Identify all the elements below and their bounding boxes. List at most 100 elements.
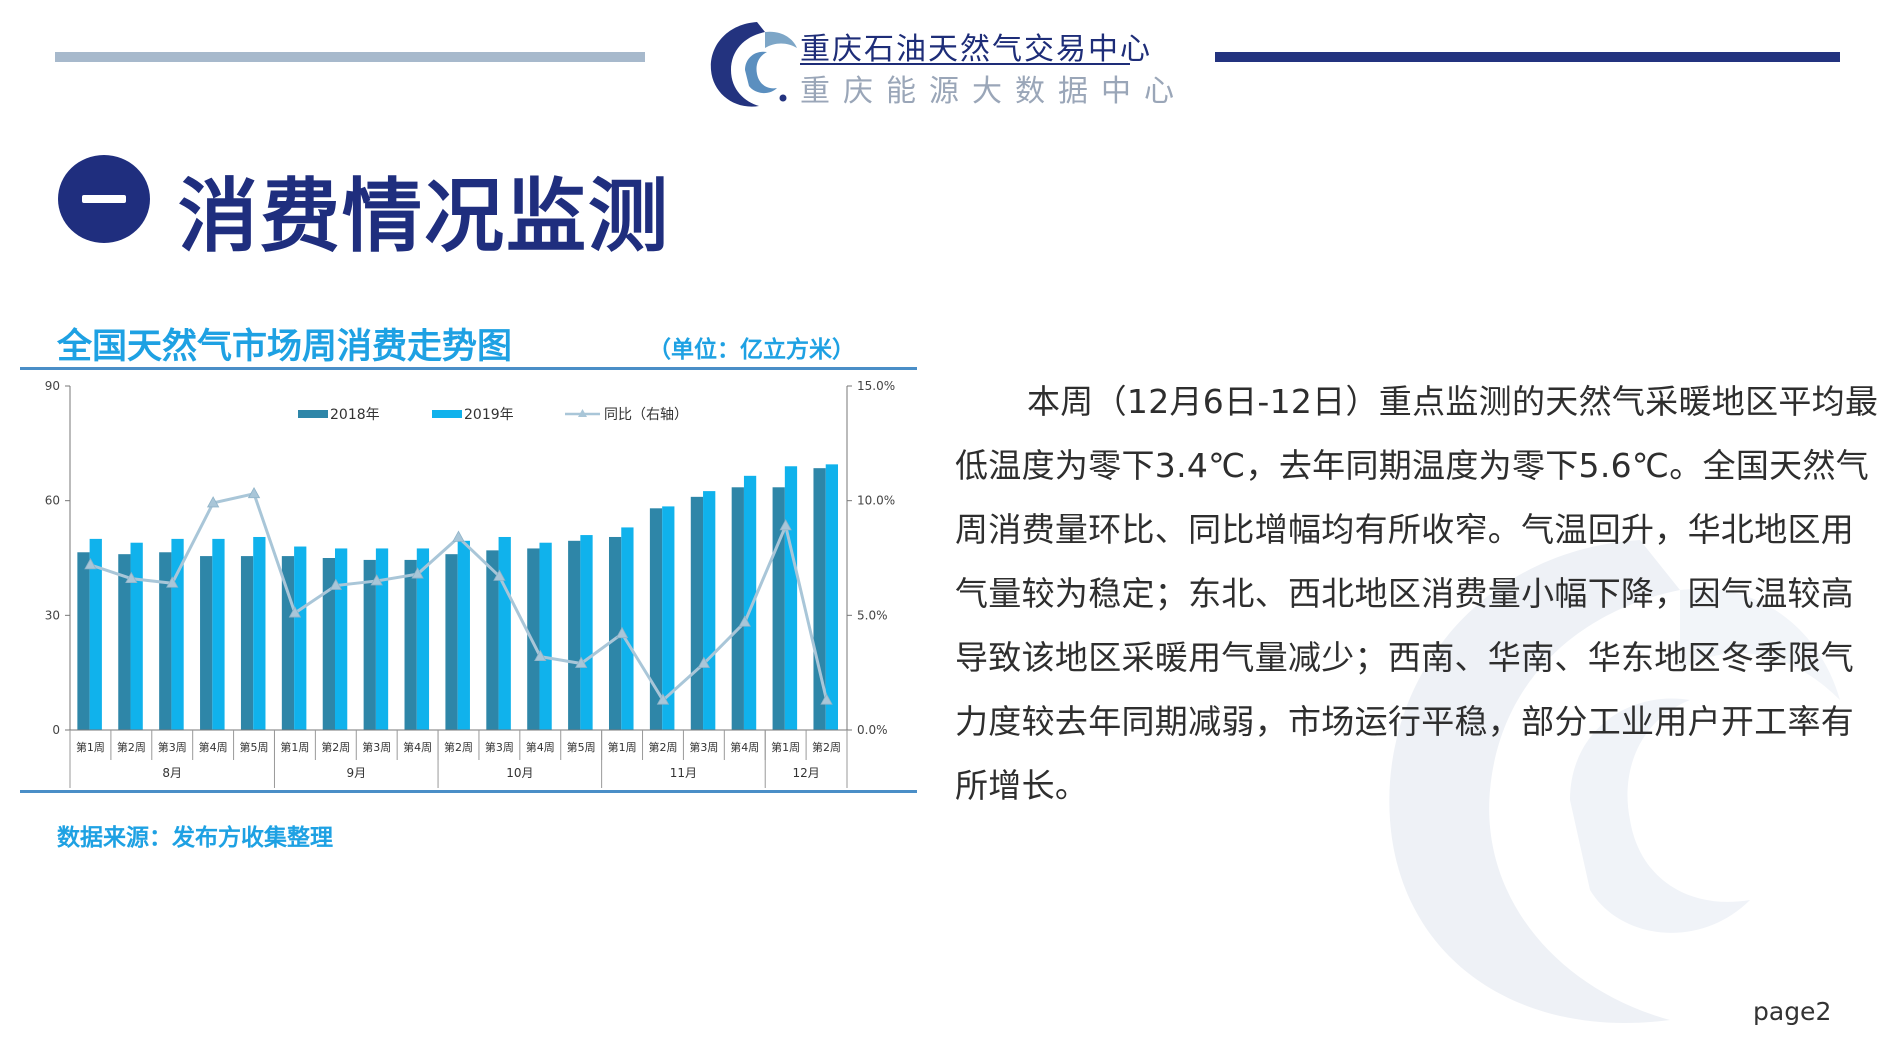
bar-2019: [703, 491, 716, 730]
y-left-tick-label: 60: [45, 494, 60, 508]
legend-marker-yoy: [578, 409, 587, 417]
bar-2019: [621, 527, 634, 730]
header-rule-left: [55, 52, 645, 62]
yoy-point: [452, 530, 465, 542]
org-subtitle: 重庆能源大数据中心: [800, 74, 1187, 109]
legend-label-yoy: 同比（右轴）: [604, 407, 688, 423]
yoy-point: [370, 574, 383, 586]
data-source: 数据来源：发布方收集整理: [57, 825, 333, 851]
category-label: 第2周: [117, 740, 146, 754]
category-label: 第5周: [567, 740, 596, 754]
category-label: 第3周: [485, 740, 514, 754]
category-label: 第2周: [812, 740, 841, 754]
yoy-point: [738, 615, 751, 627]
category-label: 第2周: [444, 740, 473, 754]
bar-2018: [527, 548, 540, 730]
chart-bottom-rule: [20, 790, 917, 793]
bar-2019: [416, 548, 430, 730]
bar-2018: [322, 558, 335, 730]
bar-2018: [159, 552, 172, 730]
yoy-point: [534, 649, 547, 662]
y-left-tick-label: 30: [45, 608, 60, 622]
yoy-point: [288, 606, 302, 618]
yoy-point: [575, 656, 588, 668]
yoy-point: [125, 571, 138, 584]
bar-2019: [825, 464, 839, 730]
category-label: 第4周: [730, 740, 759, 754]
yoy-point: [411, 567, 424, 579]
bar-2018: [608, 536, 622, 730]
bar-2019: [212, 538, 225, 730]
legend-swatch-2019: [432, 410, 462, 418]
month-group-label: 10月: [506, 766, 533, 780]
section-number-icon: [58, 155, 150, 243]
org-name: 重庆石油天然气交易中心: [800, 32, 1152, 67]
yoy-point: [329, 578, 342, 590]
yoy-point: [166, 576, 179, 588]
bar-2018: [690, 496, 704, 730]
category-label: 第2周: [648, 740, 677, 754]
y-right-tick-label: 15.0%: [857, 379, 895, 393]
y-right-tick-label: 0.0%: [857, 723, 888, 737]
category-label: 第4周: [403, 740, 432, 754]
bar-2019: [662, 506, 675, 730]
yoy-point: [247, 486, 261, 499]
yoy-point: [820, 693, 833, 705]
bar-2019: [130, 542, 143, 730]
body-paragraph: 本周（12月6日-12日）重点监测的天然气采暖地区平均最低温度为零下3.4℃，去…: [955, 382, 1879, 805]
bar-2018: [731, 487, 744, 730]
page-number: page2: [1753, 997, 1832, 1026]
yoy-point: [615, 626, 629, 639]
month-group-label: 9月: [346, 766, 366, 780]
bar-2019: [294, 546, 307, 730]
category-label: 第1周: [76, 740, 105, 754]
category-label: 第3周: [362, 740, 391, 754]
legend-label-2019: 2019年: [464, 407, 514, 423]
bar-2018: [813, 468, 826, 730]
chart-title: 全国天然气市场周消费走势图: [57, 327, 513, 367]
logo-divider: [800, 63, 1130, 65]
yoy-point: [206, 496, 220, 508]
bar-2018: [77, 552, 90, 730]
month-group-label: 11月: [670, 766, 697, 780]
yoy-point: [656, 693, 670, 705]
y-right-tick-label: 10.0%: [857, 494, 895, 508]
bar-2019: [457, 540, 470, 730]
month-group-label: 12月: [792, 766, 819, 780]
logo-icon: [710, 22, 797, 107]
bar-2019: [539, 542, 552, 730]
bar-2018: [200, 556, 213, 730]
category-label: 第3周: [158, 740, 187, 754]
category-label: 第1周: [280, 740, 309, 754]
yoy-point: [493, 569, 506, 581]
bar-2018: [363, 559, 376, 730]
bar-2018: [404, 559, 417, 730]
bar-2018: [568, 540, 581, 730]
legend-label-2018: 2018年: [330, 407, 380, 423]
category-label: 第1周: [608, 740, 637, 754]
y-right-tick-label: 5.0%: [857, 608, 888, 622]
bar-2018: [649, 508, 663, 730]
bar-2018: [486, 550, 499, 730]
y-left-tick-label: 0: [52, 723, 60, 737]
yoy-point: [779, 519, 792, 531]
bar-2019: [375, 548, 389, 730]
bar-2019: [498, 536, 511, 730]
category-label: 第4周: [526, 740, 555, 754]
category-label: 第3周: [689, 740, 718, 754]
header-rule-right: [1215, 52, 1840, 62]
bar-2019: [743, 475, 757, 730]
chart-unit: （单位：亿立方米）: [648, 337, 855, 363]
category-label: 第2周: [321, 740, 350, 754]
category-label: 第4周: [199, 740, 228, 754]
bar-2019: [784, 466, 798, 730]
bar-2019: [253, 536, 266, 730]
category-label: 第1周: [771, 740, 800, 754]
bar-2018: [240, 556, 254, 730]
yoy-point: [697, 656, 711, 668]
bar-2019: [334, 548, 348, 730]
watermark-logo-icon: [1389, 540, 1840, 1024]
month-group-label: 8月: [162, 766, 182, 780]
y-left-tick-label: 90: [45, 379, 60, 393]
yoy-point: [84, 558, 97, 570]
